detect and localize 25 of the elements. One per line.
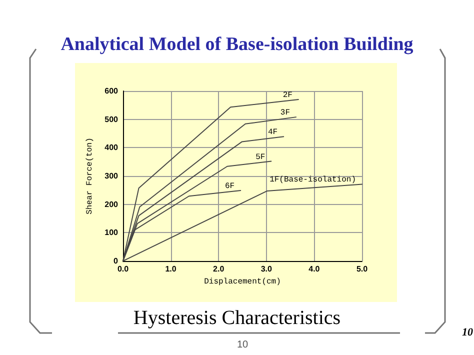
text: 10: [237, 340, 249, 350]
series-label: 1F(Base-isolation): [270, 176, 356, 185]
series-label: 3F: [280, 108, 290, 118]
x-tick-label: 0.0: [117, 264, 130, 274]
x-tick-label: 1.0: [165, 264, 177, 274]
x-axis-title: Displacement(cm): [204, 278, 281, 286]
x-tick-label: 3.0: [260, 264, 273, 274]
series-label: 5F: [256, 152, 266, 162]
x-tick-label: 2.0: [213, 264, 225, 274]
series-label: 6F: [224, 182, 235, 191]
text: 10: [462, 326, 474, 338]
y-tick-label: 600: [104, 86, 119, 96]
y-tick-label: 300: [104, 172, 119, 180]
x-tick-label: 5.0: [356, 264, 368, 274]
x-tick-label: 4.0: [308, 264, 320, 274]
y-tick-label: 200: [104, 200, 119, 209]
y-tick-label: 500: [104, 114, 119, 124]
y-tick-label: 0: [114, 256, 119, 266]
series-label: 2F: [282, 91, 293, 100]
chart-title: Analytical Model of Base-isolation Building: [60, 34, 414, 55]
y-tick-label: 100: [104, 228, 119, 238]
text: Hysteresis Characteristics: [133, 307, 341, 329]
series-label: 4F: [268, 128, 278, 138]
y-axis-title: Shear Force(ton): [85, 138, 94, 214]
y-tick-label: 400: [104, 143, 119, 152]
